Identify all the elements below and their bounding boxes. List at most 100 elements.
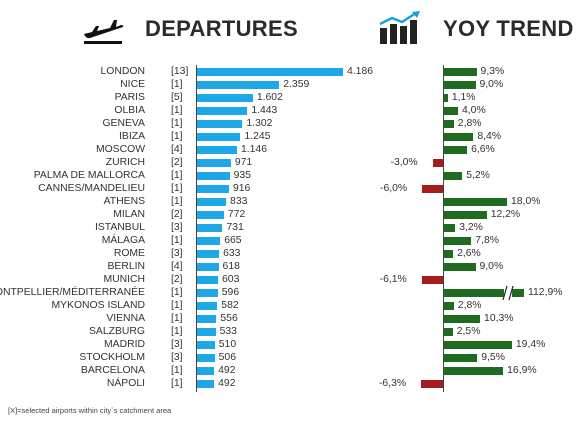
trend-bar [444,68,477,76]
departures-bar [197,172,230,180]
trend-bar [444,302,454,310]
trend-value-label: 1,1% [451,92,476,103]
departures-bar [197,133,241,141]
trend-value-label: -6,3% [378,378,407,389]
departures-bar [197,198,227,206]
trend-value-label: 3,2% [459,222,483,233]
trend-bar [444,198,507,206]
departures-bar [197,237,221,245]
trend-value-label: 5,2% [466,170,490,181]
trend-value-label: 9,0% [479,79,504,90]
axis-break-marker [502,285,514,301]
category-label: CANNES/MANDELIEU [38,183,145,194]
trend-value-label: 9,3% [480,66,505,77]
airport-count: [1] [171,183,183,194]
departures-bar [197,302,218,310]
airport-count: [3] [171,248,183,259]
trend-bar [444,341,512,349]
category-label: MILAN [113,209,145,220]
departures-bar [197,159,231,167]
category-label: ISTANBUL [94,222,145,233]
departures-bar [197,94,253,102]
trend-value-label: -3,0% [390,157,418,168]
trend-bar [444,211,487,219]
airport-count: [2] [171,274,183,285]
trend-value-label: -6,1% [379,274,407,285]
departures-bar [197,354,215,362]
trend-bar [444,107,458,115]
category-label: VIENNA [106,313,145,324]
airport-count: [1] [171,170,183,181]
departures-bar [197,263,219,271]
trend-bar [444,172,463,180]
departures-value-label: 633 [223,248,241,259]
trend-bar [444,367,504,375]
trend-value-label: 112,9% [528,287,563,298]
trend-bar [444,354,478,362]
trend-value-label: 7,8% [475,235,499,246]
departures-bar [197,341,215,349]
departures-value-label: 1.146 [240,144,267,155]
trend-value-label: 6,6% [471,144,495,155]
trend-value-label: 18,0% [511,196,541,207]
category-label: ZURICH [105,157,145,168]
trend-value-label: 4,0% [462,105,486,116]
departures-bar [197,250,220,258]
departures-bar [197,81,280,89]
airport-count: [1] [171,79,183,90]
departures-value-label: 1.443 [251,105,278,116]
trend-value-label: 9,0% [479,261,504,272]
airport-count: [1] [171,235,183,246]
category-label: MADRID [104,339,145,350]
airport-count: [1] [171,378,183,389]
departures-value-label: 618 [222,261,240,272]
trend-value-label: 2,8% [457,118,482,129]
category-label: STOCKHOLM [79,352,145,363]
trend-title: YOY TREND [443,16,574,41]
trend-axis [443,65,444,392]
category-label: MYKONOS ISLAND [51,300,145,311]
category-label: BARCELONA [80,365,145,376]
departures-bar [197,224,223,232]
footnote: [X]=selected airports within city`s catc… [8,406,172,415]
category-label: PALMA DE MALLORCA [33,170,145,181]
category-label: MÁLAGA [101,235,145,246]
departures-bar [197,68,343,76]
departures-value-label: 916 [232,183,251,194]
departures-value-label: 492 [218,378,236,389]
airport-count: [1] [171,365,183,376]
trend-bar [444,250,454,258]
trend-bar [444,237,472,245]
airport-count: [4] [171,261,183,272]
airport-count: [1] [171,326,183,337]
trend-bar [444,94,448,102]
departures-value-label: 1.245 [244,131,271,142]
departures-value-label: 596 [221,287,240,298]
departures-bar [197,380,215,388]
trend-bar [444,81,476,89]
departures-value-label: 971 [234,157,253,168]
departures-bar [197,107,248,115]
departures-bar [197,120,243,128]
trend-value-label: 12,2% [490,209,521,220]
departures-bar [197,211,224,219]
trend-bar [421,276,443,284]
trend-bar [444,289,524,297]
departures-value-label: 556 [220,313,238,324]
departures-value-label: 2.359 [283,79,310,90]
airport-count: [5] [171,92,183,103]
departures-value-label: 510 [218,339,237,350]
trend-bar [444,328,453,336]
airport-count: [3] [171,339,183,350]
trend-value-label: -6,0% [380,183,408,194]
category-label: PARIS [114,92,145,103]
departures-bar [197,315,217,323]
trend-value-label: 2,5% [456,326,481,337]
category-label: SALZBURG [88,326,145,337]
trend-bar [420,380,443,388]
plane-takeoff-icon [84,20,124,44]
category-label: BERLIN [107,261,145,272]
trend-bar [444,315,481,323]
trend-value-label: 8,4% [477,131,502,142]
